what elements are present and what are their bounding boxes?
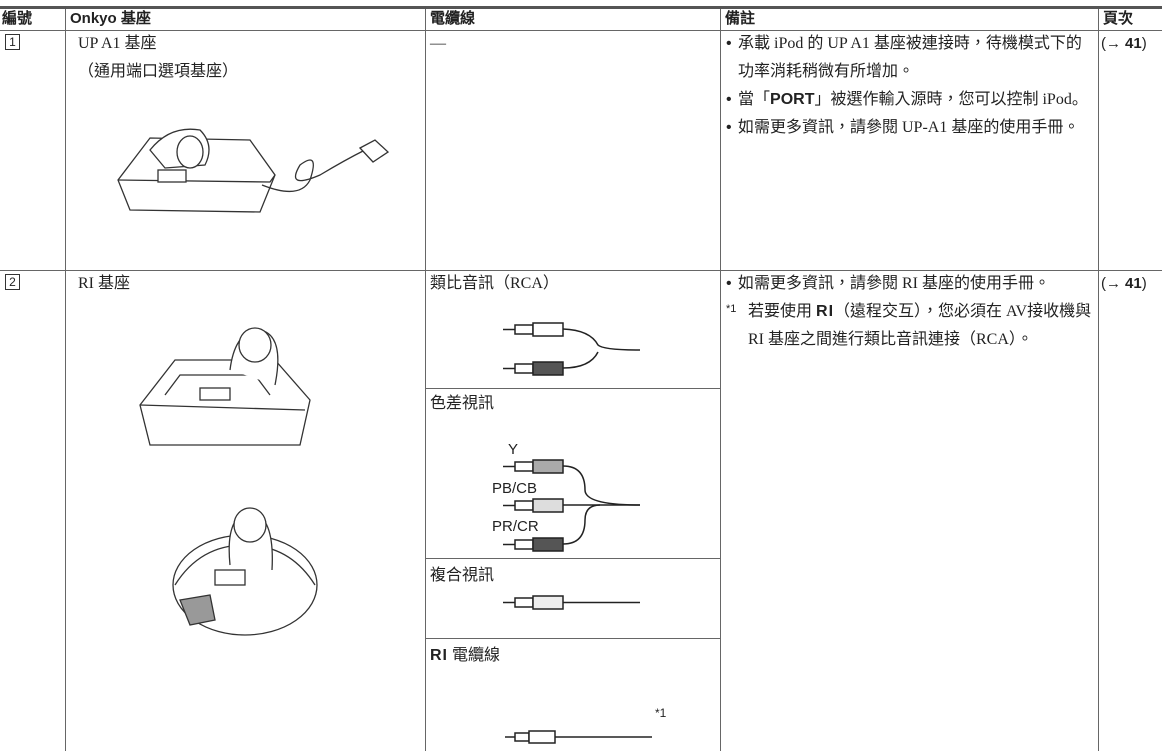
page-number: 41: [1125, 275, 1142, 292]
page-prefix: (→: [1101, 35, 1121, 52]
note-text: 」被選作輸入源時，您可以控制 iPod。: [814, 91, 1088, 108]
cable-label: 色差視訊: [430, 395, 495, 412]
row-number-cell: 2: [5, 274, 20, 290]
footnote-marker: *1: [726, 303, 737, 315]
header-cell: 電纜線: [430, 10, 476, 27]
row-number-cell: 1: [5, 34, 20, 50]
page-suffix: ): [1141, 35, 1147, 52]
note-item: 如需更多資訊，請參閱 RI 基座的使用手冊。: [726, 270, 1096, 298]
dock-name: （通用端口選項基座）: [78, 63, 239, 80]
ri-logo: RI: [816, 303, 835, 320]
note-item: 如需更多資訊，請參閱 UP-A1 基座的使用手冊。: [726, 114, 1096, 142]
note-item: 當「PORT」被選作輸入源時，您可以控制 iPod。: [726, 86, 1096, 114]
page-suffix: ): [1141, 275, 1147, 292]
note-text: 若要使用: [748, 303, 817, 320]
header-cell: 備註: [725, 10, 756, 27]
row-number: 2: [5, 274, 20, 290]
note-text: 承載 iPod 的 UP A1 基座被連接時，待機模式下的功率消耗稍微有所增加。: [738, 35, 1082, 80]
page-ref: (→ 41): [1101, 270, 1147, 298]
signal-label: PB/CB: [492, 480, 538, 497]
dock-name: RI 基座: [78, 275, 131, 292]
notes-cell: 如需更多資訊，請參閱 RI 基座的使用手冊。 *1 若要使用 RI（遠程交互），您…: [726, 270, 1096, 354]
cable-label: 複合視訊: [430, 567, 495, 584]
page-ref: (→ 41): [1101, 30, 1147, 58]
cable-label-group: RI 電纜線: [430, 642, 500, 670]
note-item: 承載 iPod 的 UP A1 基座被連接時，待機模式下的功率消耗稍微有所增加。: [726, 30, 1096, 86]
notes-cell: 承載 iPod 的 UP A1 基座被連接時，待機模式下的功率消耗稍微有所增加。…: [726, 30, 1096, 142]
note-emphasis: PORT: [770, 91, 815, 108]
note-text: （遠程交互），您必須在 AV接收機與 RI 基座之間進行類比音訊連接（RCA）。: [748, 303, 1092, 348]
cable-cell: —: [430, 35, 446, 52]
header-cell: Onkyo 基座: [70, 10, 151, 27]
page-number: 41: [1125, 35, 1142, 52]
dock-cell: UP A1 基座 （通用端口選項基座）: [78, 30, 238, 86]
row-number: 1: [5, 34, 20, 50]
signal-label: Y: [508, 441, 519, 458]
page-prefix: (→: [1101, 275, 1121, 292]
notes-list: 如需更多資訊，請參閱 RI 基座的使用手冊。: [726, 270, 1096, 298]
cable-label: 類比音訊（RCA）: [430, 275, 559, 292]
cable-label: 電纜線: [452, 647, 501, 664]
header-cell: 頁次: [1103, 10, 1134, 27]
ri-logo: RI: [430, 647, 448, 664]
header-cell: 編號: [2, 10, 33, 27]
dock-name: UP A1 基座: [78, 35, 157, 52]
note-text: 當「: [738, 91, 771, 108]
footnote-ref: *1: [655, 706, 667, 720]
note-text: 如需更多資訊，請參閱 UP-A1 基座的使用手冊。: [738, 119, 1080, 136]
footnote: *1 若要使用 RI（遠程交互），您必須在 AV接收機與 RI 基座之間進行類比音…: [726, 298, 1096, 354]
note-text: 如需更多資訊，請參閱 RI 基座的使用手冊。: [738, 275, 1051, 292]
signal-label: PR/CR: [492, 518, 539, 535]
